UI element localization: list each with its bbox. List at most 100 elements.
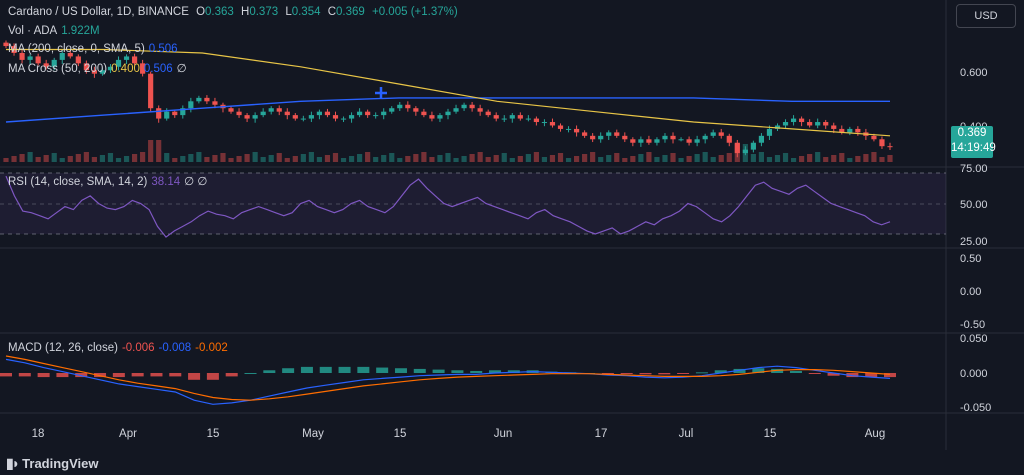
- macd-histogram-bar: [771, 368, 784, 373]
- candle-body: [477, 108, 483, 112]
- volume-bar: [614, 153, 620, 162]
- ma-cross-legend[interactable]: MA Cross (50, 200) 0.400 0.506 ∅: [8, 61, 191, 75]
- time-tick-label: Apr: [119, 428, 137, 440]
- candle-body: [35, 56, 41, 64]
- candle-body: [686, 139, 692, 143]
- candle-body: [292, 115, 298, 119]
- candle-body: [887, 146, 893, 148]
- rsi-band: [0, 173, 946, 234]
- candle-body: [469, 104, 475, 109]
- candlesticks: [3, 40, 893, 158]
- tradingview-logo[interactable]: ▮◗ TradingView: [6, 455, 99, 472]
- volume-bar: [630, 156, 636, 162]
- candle-body: [107, 66, 114, 71]
- candle-body: [573, 128, 580, 133]
- candle-body: [51, 59, 57, 67]
- ohlc-open-label: O: [196, 6, 206, 18]
- volume-bar: [373, 157, 379, 162]
- volume-bar: [839, 153, 845, 162]
- candle-body: [212, 101, 218, 105]
- candle-body: [244, 115, 250, 119]
- macd-histogram-bar: [846, 373, 859, 378]
- macd-histogram-bar: [733, 368, 746, 373]
- macd-histogram-bar: [808, 373, 821, 374]
- volume-bar: [823, 157, 829, 162]
- volume-bar: [156, 140, 162, 162]
- volume-bar: [598, 157, 604, 162]
- time-axis[interactable]: 18 Apr 15 May 15 Jun 17 Jul 15 Aug: [32, 428, 886, 440]
- macd-histogram-bar: [620, 373, 633, 374]
- macd-histogram-bar: [56, 373, 69, 378]
- volume-bar: [758, 152, 765, 162]
- macd-tick-label: -0.050: [960, 402, 991, 414]
- candle-body: [614, 132, 620, 136]
- symbol-title[interactable]: Cardano / US Dollar, 1D, BINANCE: [8, 6, 189, 18]
- macd-histogram-bar: [639, 373, 652, 375]
- ma-legend[interactable]: MA (200, close, 0, SMA, 5) 0.506: [8, 43, 182, 55]
- pane-tick-label: 0.00: [960, 286, 981, 298]
- candle-body: [405, 104, 411, 109]
- volume-bar: [220, 153, 226, 162]
- candle-body: [421, 111, 427, 116]
- tradingview-wordmark: TradingView: [22, 456, 99, 471]
- candle-body: [453, 108, 459, 112]
- candle-body: [847, 128, 853, 133]
- volume-bar: [646, 152, 652, 162]
- macd-histogram-bar: [507, 370, 520, 373]
- candle-body: [790, 118, 797, 123]
- candle-body: [3, 42, 9, 47]
- volume-bar: [525, 154, 531, 162]
- candle-body: [718, 132, 724, 136]
- volume-bar: [3, 158, 9, 162]
- candle-body: [332, 115, 339, 119]
- volume-bar: [300, 154, 306, 162]
- volume-bars: [3, 140, 893, 162]
- candle-body: [839, 128, 845, 133]
- macd-histogram-bar: [37, 373, 50, 378]
- volume-bar: [107, 153, 114, 162]
- macd-histogram-bar: [695, 372, 708, 374]
- candle-body: [541, 122, 548, 124]
- volume-bar: [807, 154, 813, 162]
- candle-body: [501, 118, 507, 120]
- macd-histogram-bar: [244, 373, 257, 374]
- candle-body: [140, 63, 146, 74]
- volume-bar: [308, 152, 314, 162]
- candle-body: [131, 56, 138, 64]
- volume-bar: [726, 153, 732, 162]
- macd-histogram-bar: [489, 370, 502, 373]
- candle-body: [726, 135, 732, 143]
- volume-bar: [815, 152, 821, 162]
- rsi-line: [5, 175, 891, 238]
- macd-legend[interactable]: MACD (12, 26, close) -0.006 -0.008 -0.002: [8, 342, 232, 354]
- volume-bar: [340, 158, 347, 162]
- candle-body: [606, 132, 612, 136]
- volume-bar: [774, 155, 781, 162]
- volume-legend[interactable]: Vol · ADA 1.922M: [8, 25, 104, 37]
- candle-body: [357, 111, 363, 116]
- pane-tick-label: 0.50: [960, 253, 981, 265]
- rsi-legend[interactable]: RSI (14, close, SMA, 14, 2) 38.14 ∅ ∅: [8, 174, 211, 188]
- candle-body: [590, 135, 596, 140]
- macd-histogram-bar: [789, 370, 802, 373]
- volume-bar: [501, 153, 507, 162]
- currency-button[interactable]: USD: [956, 4, 1016, 28]
- candle-body: [630, 139, 636, 143]
- candle-body: [445, 111, 451, 116]
- candle-body: [525, 118, 531, 120]
- volume-bar: [469, 154, 475, 162]
- volume-legend-value: 1.922M: [61, 25, 100, 37]
- volume-bar: [429, 157, 435, 162]
- time-tick-label: 15: [394, 428, 407, 440]
- candle-body: [67, 52, 73, 57]
- macd-histogram-bar: [357, 366, 370, 373]
- macd-histogram-bar: [394, 368, 407, 373]
- macd-histogram-bar: [451, 370, 464, 373]
- candle-body: [373, 115, 379, 117]
- volume-bar: [196, 152, 202, 162]
- candle-body: [19, 52, 25, 60]
- volume-bar: [397, 158, 403, 162]
- volume-bar: [83, 152, 89, 162]
- volume-bar: [750, 154, 756, 162]
